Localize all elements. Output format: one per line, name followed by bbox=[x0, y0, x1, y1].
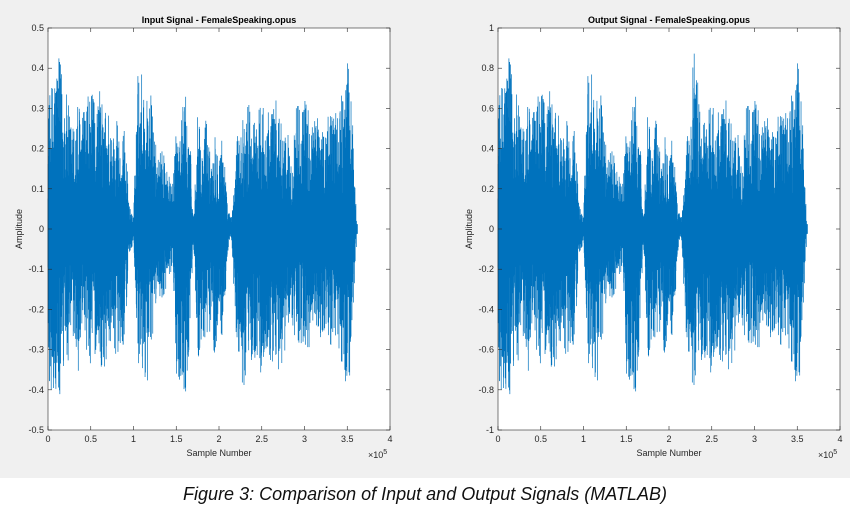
x-tick-label: 4 bbox=[387, 434, 392, 444]
x-tick-label: 2.5 bbox=[705, 434, 718, 444]
y-tick-label: 1 bbox=[489, 23, 494, 33]
x-tick-label: 0.5 bbox=[84, 434, 97, 444]
y-tick-label: -1 bbox=[486, 425, 494, 435]
y-tick-label: 0.4 bbox=[481, 144, 494, 154]
y-tick-label: 0.5 bbox=[31, 23, 44, 33]
x-tick-label: 0 bbox=[45, 434, 50, 444]
y-tick-label: -0.4 bbox=[478, 304, 494, 314]
x-tick-label: 3 bbox=[752, 434, 757, 444]
y-axis-label: Amplitude bbox=[14, 209, 24, 249]
y-tick-label: 0 bbox=[39, 224, 44, 234]
x-tick-label: 2 bbox=[216, 434, 221, 444]
y-tick-label: -0.2 bbox=[478, 264, 494, 274]
y-tick-label: 0.3 bbox=[31, 103, 44, 113]
y-tick-label: 0.4 bbox=[31, 63, 44, 73]
x-tick-label: 1 bbox=[581, 434, 586, 444]
x-tick-label: 0.5 bbox=[534, 434, 547, 444]
y-tick-label: -0.4 bbox=[28, 385, 44, 395]
y-tick-label: 0.6 bbox=[481, 103, 494, 113]
x-exponent-label: ×105 bbox=[368, 449, 387, 460]
figure-caption: Figure 3: Comparison of Input and Output… bbox=[183, 484, 667, 504]
x-tick-label: 2 bbox=[666, 434, 671, 444]
x-exponent-label: ×105 bbox=[818, 449, 837, 460]
x-axis-label: Sample Number bbox=[636, 448, 701, 458]
y-tick-label: 0 bbox=[489, 224, 494, 234]
chart-title: Input Signal - FemaleSpeaking.opus bbox=[142, 15, 297, 25]
y-tick-label: -0.2 bbox=[28, 304, 44, 314]
y-tick-label: -0.8 bbox=[478, 385, 494, 395]
chart-title: Output Signal - FemaleSpeaking.opus bbox=[588, 15, 750, 25]
y-tick-label: -0.6 bbox=[478, 345, 494, 355]
y-tick-label: 0.2 bbox=[31, 144, 44, 154]
y-tick-label: 0.8 bbox=[481, 63, 494, 73]
x-tick-label: 1.5 bbox=[170, 434, 183, 444]
x-tick-label: 4 bbox=[837, 434, 842, 444]
y-tick-label: -0.1 bbox=[28, 264, 44, 274]
x-tick-label: 2.5 bbox=[255, 434, 268, 444]
x-tick-label: 3 bbox=[302, 434, 307, 444]
x-tick-label: 3.5 bbox=[791, 434, 804, 444]
x-tick-label: 0 bbox=[495, 434, 500, 444]
x-tick-label: 1.5 bbox=[620, 434, 633, 444]
y-tick-label: -0.5 bbox=[28, 425, 44, 435]
output-signal-chart: 0 0.5 1 1.5 2 2.5 3 3.5 4 1 0.8 0.6 0.4 0.2 0 -0.2 -0.4 -… bbox=[464, 15, 843, 460]
x-tick-label: 3.5 bbox=[341, 434, 354, 444]
y-axis-label: Amplitude bbox=[464, 209, 474, 249]
y-tick-label: 0.1 bbox=[31, 184, 44, 194]
y-tick-label: 0.2 bbox=[481, 184, 494, 194]
y-tick-label: -0.3 bbox=[28, 345, 44, 355]
input-signal-chart: 0 0.5 1 1.5 2 2.5 3 3.5 4 0.5 0.4 0.3 0.2 0.1 0 -0.1 -0.… bbox=[14, 15, 393, 460]
x-tick-label: 1 bbox=[131, 434, 136, 444]
x-axis-label: Sample Number bbox=[186, 448, 251, 458]
